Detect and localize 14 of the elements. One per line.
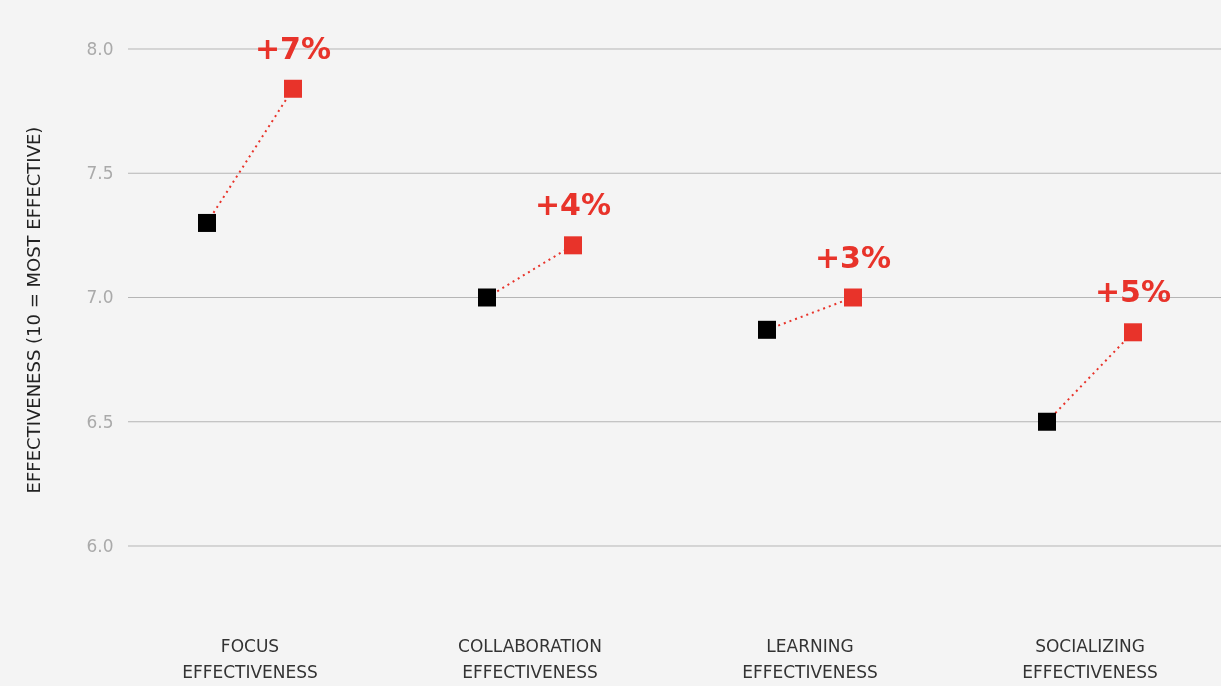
y-tick-label: 6.0: [86, 535, 114, 556]
y-tick-label: 7.5: [86, 163, 114, 184]
annotation: +5%: [1094, 274, 1172, 310]
annotation: +3%: [814, 239, 892, 275]
y-tick-label: 7.0: [86, 287, 114, 308]
x-tick-label: SOCIALIZING EFFECTIVENESS: [1022, 636, 1158, 682]
x-tick-label: FOCUS EFFECTIVENESS: [182, 636, 318, 682]
y-tick-label: 6.5: [86, 411, 114, 432]
x-tick-label: LEARNING EFFECTIVENESS: [742, 636, 878, 682]
y-tick-label: 8.0: [86, 38, 114, 59]
y-axis-title: EFFECTIVENESS (10 = MOST EFFECTIVE): [23, 126, 44, 494]
annotation: +7%: [254, 30, 332, 66]
x-tick-label: COLLABORATION EFFECTIVENESS: [458, 636, 602, 682]
annotation: +4%: [534, 187, 612, 223]
